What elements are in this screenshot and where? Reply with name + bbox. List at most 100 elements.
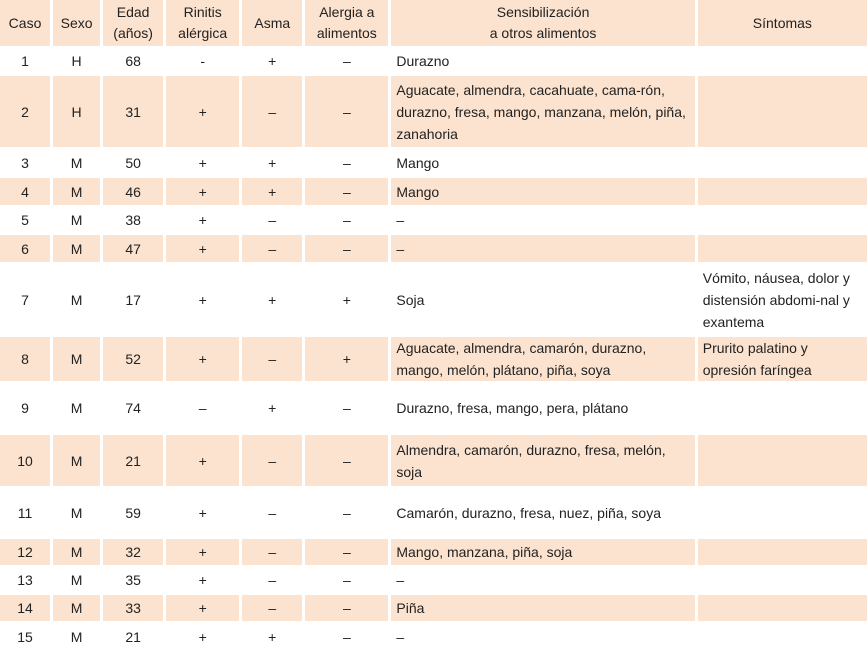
- cell-rinitis: +: [166, 235, 240, 262]
- table-row: 10 M 21 + – – Almendra, camarón, durazno, fres…: [0, 435, 867, 486]
- cell-sensibilizacion: Durazno, fresa, mango, pera, plátano: [391, 383, 695, 433]
- cell-alergia-alimentos: –: [305, 207, 389, 233]
- cell-sensibilizacion: Camarón, durazno, fresa, nuez, piña, soy…: [391, 488, 695, 537]
- cell-sexo: M: [53, 235, 101, 262]
- table-row: 4 M 46 + + – Mango: [0, 178, 867, 205]
- header-sensibilizacion: Sensibilización a otros alimentos: [391, 0, 695, 46]
- cell-sexo: M: [53, 623, 101, 650]
- cell-sensibilizacion: –: [391, 235, 695, 262]
- cell-sintomas: Vómito, náusea, dolor y distensión abdom…: [697, 264, 867, 335]
- cell-rinitis: –: [166, 383, 240, 433]
- cell-alergia-alimentos: –: [305, 149, 389, 176]
- cell-sexo: M: [53, 207, 101, 233]
- cell-caso: 8: [0, 337, 51, 381]
- cell-alergia-alimentos: –: [305, 235, 389, 262]
- cell-rinitis: +: [166, 488, 240, 537]
- cell-asma: +: [242, 623, 303, 650]
- cell-sexo: M: [53, 264, 101, 335]
- cell-asma: –: [242, 235, 303, 262]
- cell-sintomas: [697, 539, 867, 565]
- table-row: 11 M 59 + – – Camarón, durazno, fresa, nuez, p…: [0, 488, 867, 537]
- cell-sintomas: [697, 207, 867, 233]
- cell-asma: –: [242, 539, 303, 565]
- table-row: 12 M 32 + – – Mango, manzana, piña, soja: [0, 539, 867, 565]
- cell-caso: 10: [0, 435, 51, 486]
- cell-edad: 38: [103, 207, 164, 233]
- table-row: 1 H 68- + – Durazno: [0, 48, 867, 74]
- cell-edad: 46: [103, 178, 164, 205]
- cell-sensibilizacion: Aguacate, almendra, camarón, durazno, ma…: [391, 337, 695, 381]
- cell-sexo: M: [53, 539, 101, 565]
- cell-sexo: M: [53, 567, 101, 593]
- cell-rinitis: -: [166, 48, 240, 74]
- cell-rinitis: +: [166, 595, 240, 621]
- cell-sensibilizacion: Piña: [391, 595, 695, 621]
- cell-edad: 52: [103, 337, 164, 381]
- cell-caso: 1: [0, 48, 51, 74]
- cell-sensibilizacion: Aguacate, almendra, cacahuate, cama-rón,…: [391, 76, 695, 147]
- cell-sensibilizacion: Almendra, camarón, durazno, fresa, melón…: [391, 435, 695, 486]
- cell-sintomas: [697, 488, 867, 537]
- cell-sexo: H: [53, 48, 101, 74]
- cell-caso: 6: [0, 235, 51, 262]
- cell-caso: 2: [0, 76, 51, 147]
- cell-sexo: M: [53, 595, 101, 621]
- cell-edad: 50: [103, 149, 164, 176]
- cell-asma: –: [242, 488, 303, 537]
- cell-rinitis: +: [166, 76, 240, 147]
- table-row: 9 M 74– + – Durazno, fresa, mango, pera, plát…: [0, 383, 867, 433]
- cell-asma: –: [242, 595, 303, 621]
- cell-asma: –: [242, 337, 303, 381]
- cell-rinitis: +: [166, 539, 240, 565]
- header-sintomas: Síntomas: [697, 0, 867, 46]
- cell-sintomas: [697, 435, 867, 486]
- header-alergia-alimentos: Alergia a alimentos: [305, 0, 389, 46]
- cell-asma: +: [242, 383, 303, 433]
- cell-rinitis: +: [166, 149, 240, 176]
- cell-alergia-alimentos: –: [305, 76, 389, 147]
- cell-asma: +: [242, 178, 303, 205]
- cell-edad: 31: [103, 76, 164, 147]
- cell-sintomas: [697, 623, 867, 650]
- cell-sensibilizacion: Mango: [391, 178, 695, 205]
- cell-caso: 15: [0, 623, 51, 650]
- header-edad: Edad (años): [103, 0, 164, 46]
- cell-rinitis: +: [166, 207, 240, 233]
- cell-caso: 5: [0, 207, 51, 233]
- cell-rinitis: +: [166, 567, 240, 593]
- table-row: 14 M 33 + – – Piña: [0, 595, 867, 621]
- cell-sintomas: [697, 48, 867, 74]
- cell-edad: 68: [103, 48, 164, 74]
- cell-rinitis: +: [166, 264, 240, 335]
- cell-caso: 12: [0, 539, 51, 565]
- cell-sensibilizacion: –: [391, 623, 695, 650]
- cell-rinitis: +: [166, 337, 240, 381]
- cell-caso: 13: [0, 567, 51, 593]
- cell-sexo: M: [53, 149, 101, 176]
- table-row: 7 M 17 + + + Soja Vómito, náusea, dolor y diste…: [0, 264, 867, 335]
- cell-alergia-alimentos: +: [305, 337, 389, 381]
- header-asma: Asma: [242, 0, 303, 46]
- header-sexo: Sexo: [53, 0, 101, 46]
- cell-sensibilizacion: Soja: [391, 264, 695, 335]
- cell-caso: 14: [0, 595, 51, 621]
- cell-asma: –: [242, 567, 303, 593]
- cell-sintomas: [697, 76, 867, 147]
- cell-sexo: M: [53, 337, 101, 381]
- cell-sexo: M: [53, 383, 101, 433]
- table-row: 5 M 38 + – – –: [0, 207, 867, 233]
- cell-edad: 21: [103, 623, 164, 650]
- cell-edad: 74: [103, 383, 164, 433]
- cell-sintomas: [697, 595, 867, 621]
- cell-alergia-alimentos: +: [305, 264, 389, 335]
- cell-edad: 35: [103, 567, 164, 593]
- cell-asma: –: [242, 435, 303, 486]
- cell-caso: 4: [0, 178, 51, 205]
- cell-asma: –: [242, 207, 303, 233]
- table-row: 8 M 52 + – + Aguacate, almendra, camarón, dura…: [0, 337, 867, 381]
- header-caso: Caso: [0, 0, 51, 46]
- cell-asma: –: [242, 76, 303, 147]
- cell-alergia-alimentos: –: [305, 623, 389, 650]
- cell-asma: +: [242, 149, 303, 176]
- cell-caso: 7: [0, 264, 51, 335]
